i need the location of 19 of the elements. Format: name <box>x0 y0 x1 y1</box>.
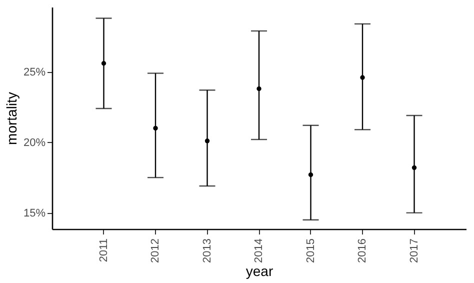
x-tick-label: 2016 <box>356 238 368 263</box>
x-tick-label: 2012 <box>150 238 162 263</box>
x-tick-label: 2011 <box>98 238 110 262</box>
x-tick-label: 2017 <box>408 238 420 263</box>
point <box>412 165 417 170</box>
y-tick-label: 25% <box>23 66 46 78</box>
point <box>204 138 210 144</box>
y-axis-title: mortality <box>3 92 20 145</box>
y-tick-label: 15% <box>23 207 46 220</box>
x-tick-label: 2013 <box>201 238 214 263</box>
point <box>360 75 365 80</box>
y-tick-label: 20% <box>23 136 46 149</box>
x-axis-title: year <box>246 262 274 279</box>
point <box>256 86 262 92</box>
x-tick-label: 2014 <box>253 238 265 263</box>
point <box>308 172 314 178</box>
x-tick-label: 2015 <box>304 238 317 263</box>
point <box>101 61 106 66</box>
point <box>153 126 158 131</box>
